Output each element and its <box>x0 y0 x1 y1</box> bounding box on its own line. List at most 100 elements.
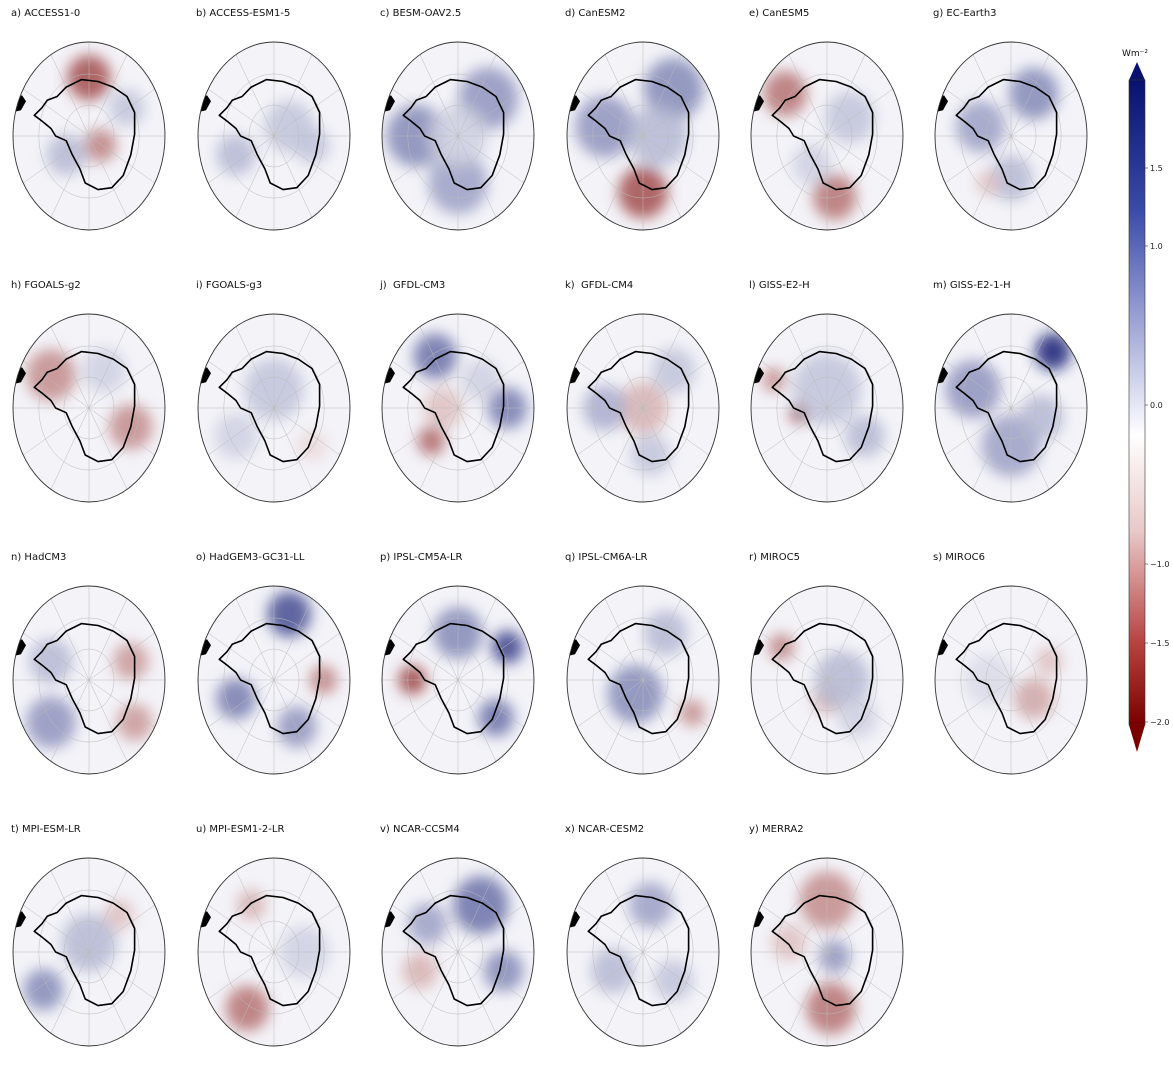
anomaly-field <box>116 703 153 741</box>
anomaly-field <box>806 982 856 1035</box>
meridian-gridline <box>577 407 644 456</box>
meridian-gridline <box>604 135 644 218</box>
meridian-gridline <box>826 632 893 681</box>
anomaly-field <box>1035 646 1063 676</box>
map-boundary <box>566 313 720 503</box>
meridian-gridline <box>1010 632 1077 681</box>
polar-map <box>750 585 904 775</box>
polar-map <box>750 857 904 1047</box>
meridian-gridline <box>50 54 90 137</box>
meridian-gridline <box>972 407 1012 490</box>
meridian-gridline <box>392 904 459 953</box>
panel-title: y) MERRA2 <box>749 824 804 835</box>
anomaly-field <box>113 642 149 680</box>
meridian-gridline <box>972 326 1012 409</box>
meridian-gridline <box>50 870 90 953</box>
meridian-gridline <box>457 88 524 137</box>
meridian-gridline <box>577 135 644 184</box>
map-boundary <box>12 585 166 775</box>
anomaly-field <box>109 89 145 127</box>
meridian-gridline <box>642 951 709 1000</box>
anomaly-field <box>976 170 1001 196</box>
anomaly-field <box>644 610 688 656</box>
anomaly-field <box>84 128 117 162</box>
meridian-gridline <box>457 632 524 681</box>
panel-title: j) GFDL-CM3 <box>380 280 446 291</box>
colorbar-tick-label: −2.0 <box>1150 718 1169 727</box>
meridian-gridline <box>761 360 828 409</box>
meridian-gridline <box>392 679 459 728</box>
panel-title: d) CanESM2 <box>565 8 626 19</box>
meridian-gridline <box>945 360 1012 409</box>
meridian-gridline <box>273 407 340 456</box>
map-panel: t) MPI-ESM-LR <box>0 816 182 1066</box>
antarctica-coastline <box>771 78 874 191</box>
meridian-gridline <box>604 951 644 1034</box>
meridian-gridline <box>208 135 275 184</box>
meridian-gridline <box>788 54 828 137</box>
polar-map <box>197 857 351 1047</box>
anomaly-field <box>651 347 696 394</box>
map-panel: n) HadCM3 <box>0 544 182 794</box>
map-boundary <box>197 41 351 231</box>
meridian-gridline <box>972 135 1012 218</box>
meridian-gridline <box>419 598 459 681</box>
anomaly-field <box>413 333 457 380</box>
meridian-gridline <box>826 951 866 1034</box>
panel-title: u) MPI-ESM1-2-LR <box>196 824 285 835</box>
polar-map <box>381 585 535 775</box>
meridian-gridline <box>88 679 155 728</box>
panel-title: a) ACCESS1-0 <box>11 8 81 19</box>
antarctica-coastline <box>33 894 136 1007</box>
meridian-gridline <box>604 679 644 762</box>
anomaly-field <box>812 174 857 220</box>
meridian-gridline <box>826 407 893 456</box>
meridian-gridline <box>577 904 644 953</box>
meridian-gridline <box>826 951 893 1000</box>
meridian-gridline <box>208 88 275 137</box>
meridian-gridline <box>273 951 340 1000</box>
meridian-gridline <box>419 326 459 409</box>
meridian-gridline <box>1010 407 1050 490</box>
colorbar-ticks: 1.5 1.0 0.0 −1.0 −1.5 −2.0 <box>1145 164 1169 727</box>
map-panel: u) MPI-ESM1-2-LR <box>185 816 367 1066</box>
colorbar: Wm⁻² 1.5 1.0 0.0 −1.0 −1.5 −2.0 <box>1122 49 1169 752</box>
map-panel: v) NCAR-CCSM4 <box>369 816 551 1066</box>
anomaly-field <box>792 143 832 185</box>
polar-map <box>934 585 1088 775</box>
anomaly-field <box>104 898 135 930</box>
meridian-gridline <box>235 54 275 137</box>
anomaly-field <box>277 706 317 748</box>
anomaly-field <box>955 100 1006 153</box>
meridian-gridline <box>642 360 709 409</box>
meridian-gridline <box>23 407 90 456</box>
antarctica-coastline <box>771 894 874 1007</box>
meridian-gridline <box>208 904 275 953</box>
colorbar-tick-label: −1.5 <box>1150 639 1169 648</box>
meridian-gridline <box>1010 679 1077 728</box>
antarctica-coastline <box>33 78 136 191</box>
anomaly-field <box>461 359 501 401</box>
anomaly-field <box>630 434 671 476</box>
meridian-gridline <box>23 679 90 728</box>
meridian-gridline <box>761 632 828 681</box>
polar-map <box>934 41 1088 231</box>
map-panel: o) HadGEM3-GC31-LL <box>185 544 367 794</box>
meridian-gridline <box>577 632 644 681</box>
polar-map <box>12 857 166 1047</box>
map-boundary <box>381 313 535 503</box>
antarctica-coastline <box>402 622 505 735</box>
panel-title: e) CanESM5 <box>749 8 810 19</box>
meridian-gridline <box>88 407 128 490</box>
meridian-gridline <box>419 54 459 137</box>
map-panel: r) MIROC5 <box>738 544 920 794</box>
meridian-gridline <box>788 951 828 1034</box>
anomaly-field <box>407 903 448 945</box>
anomaly-field <box>483 950 524 992</box>
anomaly-field <box>1009 67 1059 120</box>
panel-title: q) IPSL-CM6A-LR <box>565 552 648 563</box>
map-boundary <box>566 585 720 775</box>
antarctica-coastline <box>218 350 321 463</box>
anomaly-field <box>26 696 76 749</box>
meridian-gridline <box>273 598 313 681</box>
